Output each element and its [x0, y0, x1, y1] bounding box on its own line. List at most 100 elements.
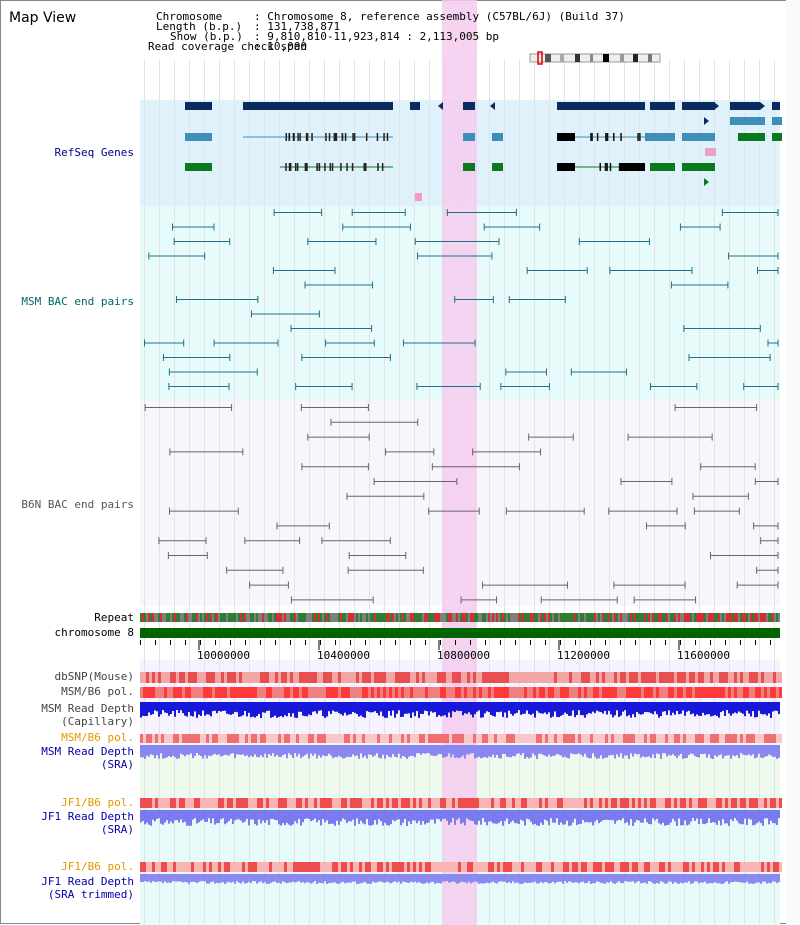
chromosome-bar	[140, 628, 780, 638]
heat-cell	[491, 687, 494, 698]
repeat-block	[512, 613, 514, 622]
depth-bar	[212, 702, 214, 712]
heat-cell	[206, 862, 209, 872]
repeat-block	[566, 613, 568, 622]
jf1-read-depth-sra-label[interactable]: JF1 Read Depth	[41, 810, 134, 823]
depth-bar	[334, 874, 336, 883]
heat-cell	[155, 672, 158, 683]
heat-cell	[665, 734, 668, 743]
repeat-block	[332, 613, 334, 622]
repeat-label[interactable]: Repeat	[94, 611, 134, 624]
msm-read-depth-sra-label[interactable]: MSM Read Depth	[41, 745, 134, 758]
b6n-bac-end-pairs-label[interactable]: B6N BAC end pairs	[21, 498, 134, 511]
heat-cell	[164, 687, 167, 698]
dbsnp-label[interactable]: dbSNP(Mouse)	[54, 670, 134, 683]
heat-cell	[536, 687, 539, 698]
heat-cell	[206, 798, 209, 808]
depth-bar	[232, 745, 234, 754]
jf1-b6-pol-2-label[interactable]: JF1/B6 pol.	[61, 860, 134, 873]
repeat-block	[772, 613, 774, 622]
depth-bar	[610, 745, 612, 756]
heat-cell	[401, 687, 404, 698]
repeat-block	[554, 613, 556, 622]
repeat-block	[494, 613, 496, 622]
chromosome-label[interactable]: chromosome 8	[54, 626, 134, 639]
heat-cell	[401, 798, 404, 808]
depth-bar	[268, 702, 270, 711]
depth-bar	[504, 745, 506, 754]
depth-bar	[516, 745, 518, 754]
depth-bar	[194, 874, 196, 882]
heat-cell	[746, 672, 749, 683]
depth-bar	[200, 874, 202, 882]
depth-bar	[746, 874, 748, 882]
heat-cell	[140, 672, 143, 683]
heat-cell	[467, 798, 470, 808]
heat-cell	[389, 798, 392, 808]
repeat-block	[266, 613, 268, 622]
depth-bar	[214, 874, 216, 884]
depth-bar	[306, 874, 308, 883]
gene-exon	[606, 133, 609, 141]
heat-cell	[707, 687, 710, 698]
repeat-block	[364, 613, 366, 622]
repeat-block	[176, 613, 178, 622]
heat-cell	[314, 672, 317, 683]
heat-cell	[455, 687, 458, 698]
heat-cell	[392, 798, 395, 808]
heat-cell	[503, 862, 506, 872]
depth-bar	[278, 702, 280, 717]
depth-bar	[164, 745, 166, 759]
depth-bar	[650, 702, 652, 714]
jf1-read-depth-trimmed-label[interactable]: JF1 Read Depth	[41, 875, 134, 888]
depth-bar	[446, 745, 448, 757]
depth-bar	[666, 874, 668, 884]
depth-bar	[272, 702, 274, 718]
jf1-b6-pol-label[interactable]: JF1/B6 pol.	[61, 796, 134, 809]
depth-bar	[510, 702, 512, 714]
msm-b6-pol-2-label[interactable]: MSM/B6 pol.	[61, 731, 134, 744]
depth-bar	[728, 874, 730, 884]
repeat-block	[660, 613, 662, 622]
depth-bar	[546, 874, 548, 883]
depth-bar	[500, 810, 502, 822]
heat-cell	[182, 798, 185, 808]
depth-bar	[452, 745, 454, 755]
depth-bar	[236, 702, 238, 713]
msm-b6-pol-label[interactable]: MSM/B6 pol.	[61, 685, 134, 698]
depth-bar	[284, 810, 286, 826]
heat-cell	[656, 798, 659, 808]
gene-block	[185, 163, 212, 171]
refseq-genes-label[interactable]: RefSeq Genes	[54, 146, 134, 159]
depth-bar	[378, 874, 380, 882]
depth-bar	[194, 810, 196, 819]
heat-cell	[629, 734, 632, 743]
repeat-block	[264, 613, 266, 622]
repeat-block	[486, 613, 488, 622]
heat-cell	[293, 734, 296, 743]
heat-cell	[686, 862, 689, 872]
msm-read-depth-capillary-label[interactable]: MSM Read Depth	[41, 702, 134, 715]
heat-cell	[638, 798, 641, 808]
heat-cell	[341, 798, 344, 808]
depth-bar	[320, 810, 322, 826]
depth-bar	[590, 874, 592, 884]
msm-bac-end-pairs-label[interactable]: MSM BAC end pairs	[21, 295, 134, 308]
depth-bar	[188, 810, 190, 826]
heat-cell	[290, 687, 293, 698]
depth-bar	[320, 745, 322, 758]
depth-bar	[506, 874, 508, 884]
heat-cell	[761, 672, 764, 683]
depth-bar	[532, 810, 534, 825]
repeat-block	[274, 613, 276, 622]
depth-bar	[732, 702, 734, 714]
depth-bar	[288, 745, 290, 754]
repeat-block	[770, 613, 772, 622]
depth-bar	[340, 874, 342, 883]
depth-bar	[148, 810, 150, 825]
heat-cell	[257, 687, 260, 698]
repeat-block	[314, 613, 316, 622]
repeat-block	[376, 613, 378, 622]
heat-cell	[704, 862, 707, 872]
